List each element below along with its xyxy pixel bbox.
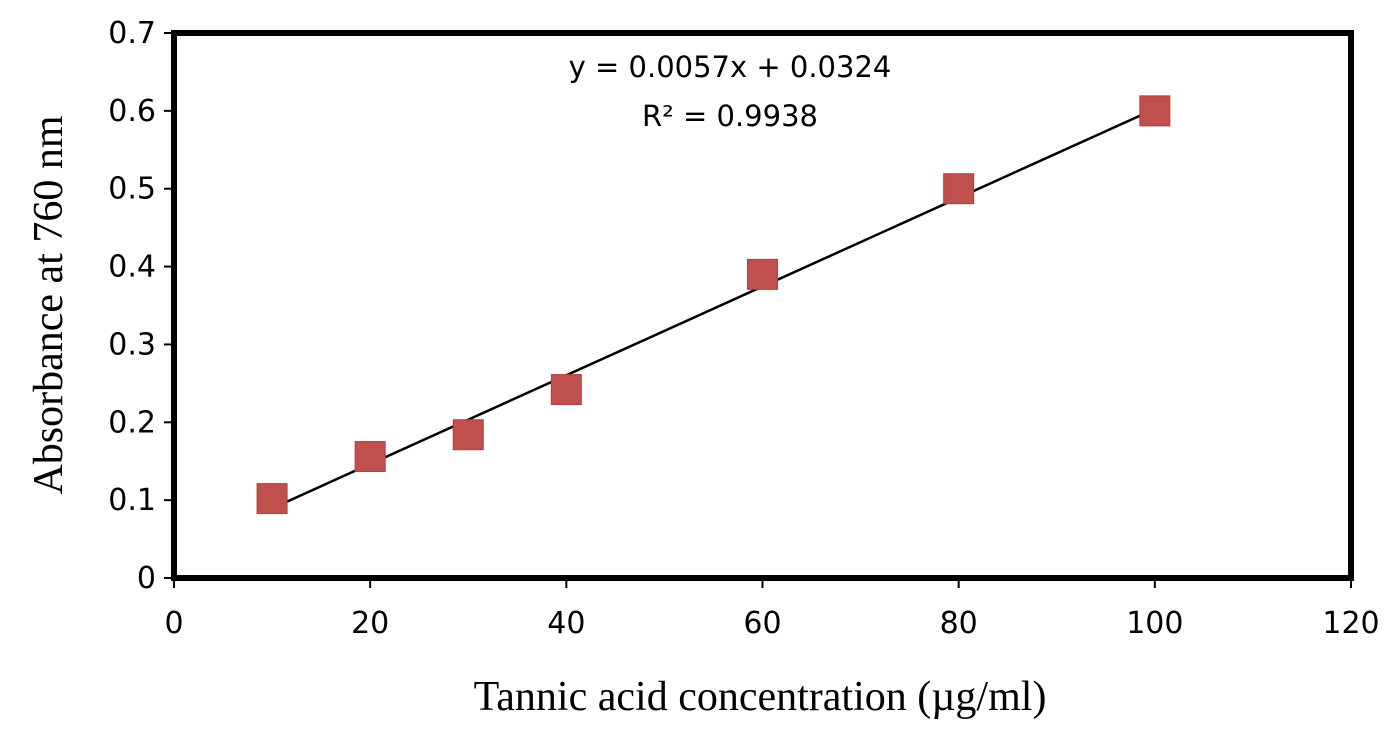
y-tick-label: 0.4 — [108, 250, 156, 285]
linear-trendline — [271, 107, 1156, 510]
data-point-marker — [943, 173, 975, 205]
y-tick-label: 0.3 — [108, 327, 156, 362]
x-tick-label: 100 — [1126, 606, 1183, 641]
x-axis: 0 20 40 60 80 100 120 — [164, 578, 1380, 641]
trendline-r-squared: R² = 0.9938 — [642, 99, 818, 133]
x-tick-label: 60 — [743, 606, 781, 641]
data-point-marker — [747, 258, 778, 290]
x-tick-label: 40 — [547, 606, 585, 641]
y-tick-label: 0 — [137, 561, 156, 596]
x-tick-label: 120 — [1322, 606, 1379, 641]
data-point-marker — [354, 441, 386, 473]
data-point-marker — [1139, 95, 1171, 127]
y-tick-label: 0.5 — [108, 172, 156, 207]
data-point-marker — [256, 483, 288, 515]
x-tick-label: 0 — [164, 606, 183, 641]
y-axis: 0 0.1 0.2 0.3 0.4 0.5 0.6 0.7 — [108, 16, 174, 596]
data-point-marker — [550, 374, 582, 406]
x-tick-label: 20 — [351, 606, 389, 641]
x-tick-label: 80 — [940, 606, 978, 641]
data-points-group — [256, 95, 1171, 515]
y-tick-label: 0.7 — [108, 16, 156, 51]
trendline-group — [271, 107, 1156, 510]
y-axis-title: Absorbance at 760 nm — [26, 115, 72, 494]
trendline-equation: y = 0.0057x + 0.0324 — [569, 50, 892, 84]
data-point-marker — [452, 419, 484, 451]
x-axis-title: Tannic acid concentration (µg/ml) — [474, 674, 1047, 720]
y-tick-label: 0.2 — [108, 405, 156, 440]
y-tick-label: 0.1 — [108, 483, 156, 518]
y-tick-label: 0.6 — [108, 94, 156, 129]
